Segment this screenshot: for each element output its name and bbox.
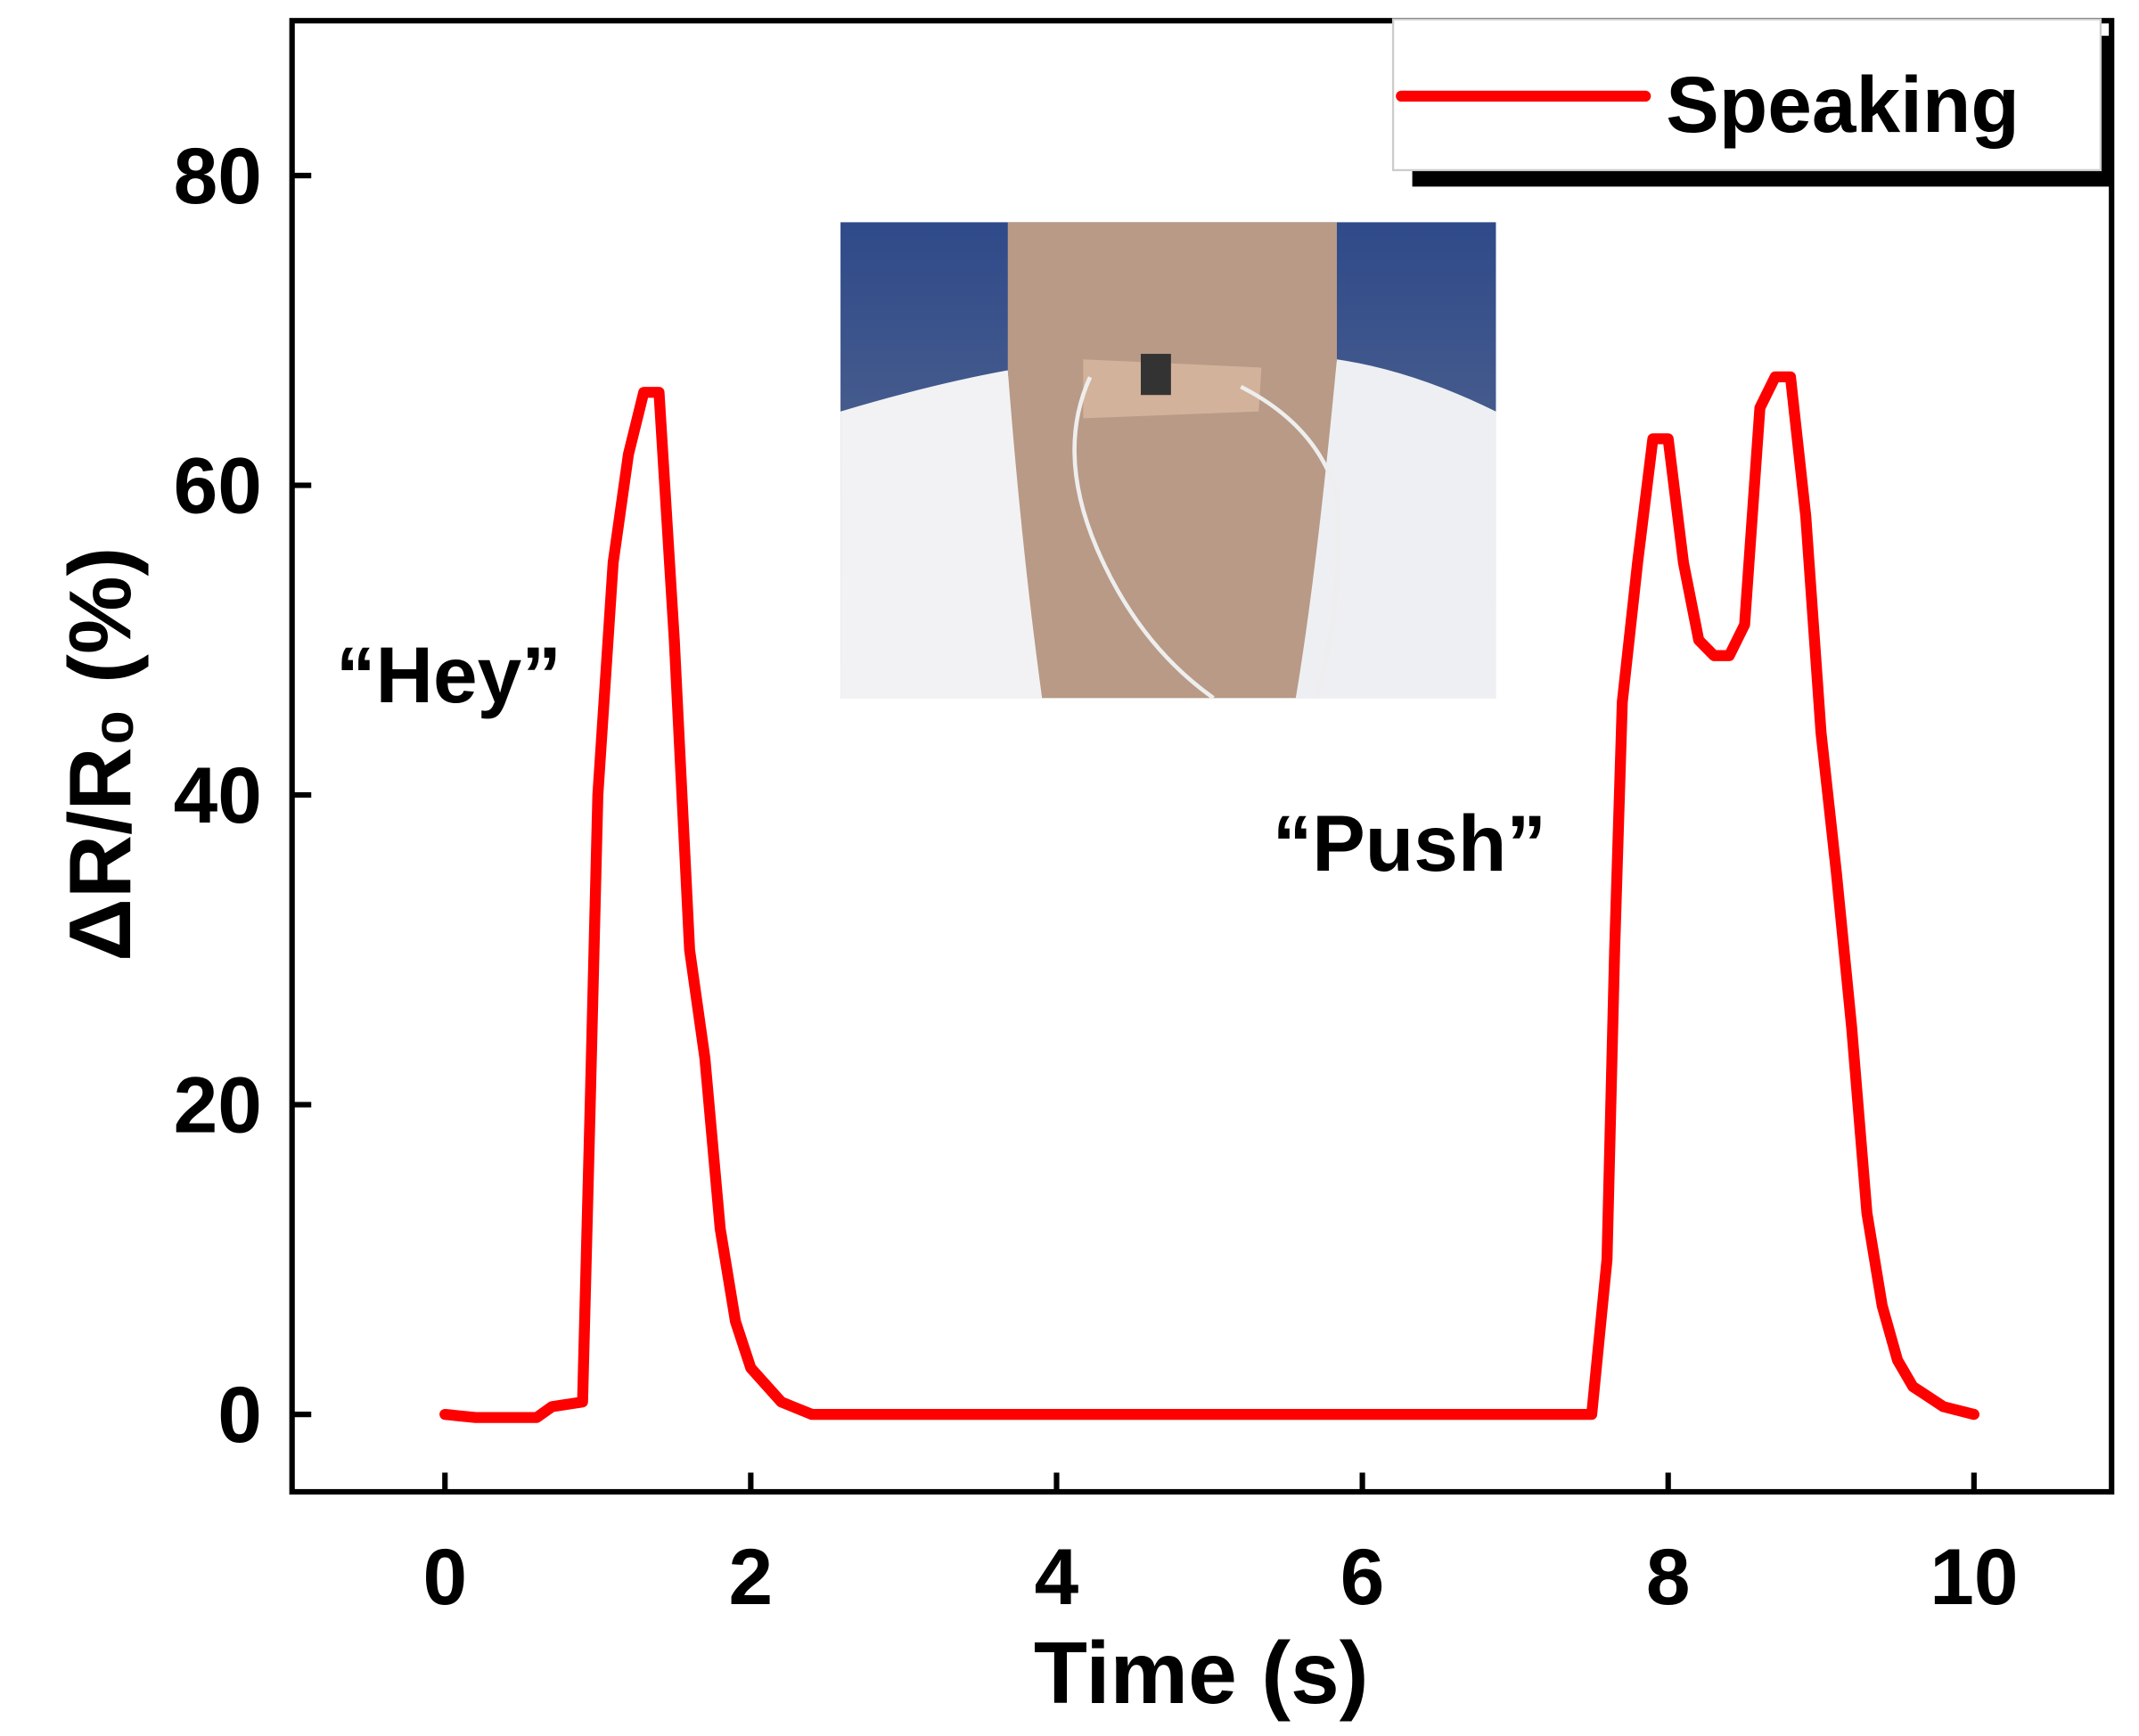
y-tick-label: 20 — [174, 1060, 262, 1149]
y-tick-label: 40 — [174, 750, 262, 839]
data-line — [439, 371, 1979, 1423]
inset-photo — [840, 222, 1496, 700]
legend-label: Speaking — [1666, 60, 2020, 149]
y-axis-label: ΔR/R₀ (%) — [51, 547, 149, 962]
x-tick-label: 10 — [1930, 1532, 2018, 1621]
x-axis-label: Time (s) — [1034, 1624, 1369, 1722]
x-tick-label: 6 — [1340, 1532, 1385, 1621]
y-tick-label: 60 — [174, 440, 262, 529]
x-tick-label: 2 — [729, 1532, 774, 1621]
axes-frame — [289, 18, 2115, 1495]
y-tick-label: 80 — [174, 131, 262, 220]
y-tick-label: 0 — [217, 1370, 262, 1459]
x-tick-label: 0 — [422, 1532, 467, 1621]
annotation: “Push” — [1273, 798, 1546, 888]
x-tick-label: 4 — [1035, 1532, 1079, 1621]
x-tick-label: 8 — [1646, 1532, 1691, 1621]
legend: Speaking — [1391, 18, 2112, 187]
annotation: “Hey” — [336, 630, 561, 719]
